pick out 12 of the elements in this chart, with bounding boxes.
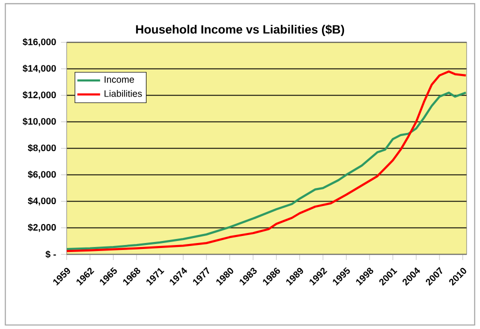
legend-label: Income (104, 76, 134, 83)
y-tick-label: $10,000 (22, 118, 56, 126)
chart-title: Household Income vs Liabilities ($B) (136, 24, 344, 36)
y-tick-label: $4,000 (28, 197, 56, 206)
y-tick-label: $14,000 (22, 64, 56, 74)
legend-label: Liabilities (104, 90, 142, 97)
y-tick-label: $ - (46, 250, 56, 258)
y-tick-label: $8,000 (28, 144, 56, 153)
y-tick-label: $16,000 (22, 38, 56, 47)
y-tick-label: $6,000 (28, 170, 56, 180)
y-tick-label: $2,000 (28, 224, 56, 232)
y-tick-label: $12,000 (22, 91, 56, 100)
